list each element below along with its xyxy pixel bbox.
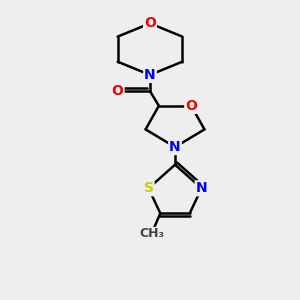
- Text: N: N: [196, 181, 207, 195]
- Text: O: O: [144, 16, 156, 30]
- Text: N: N: [169, 140, 181, 154]
- Text: O: O: [185, 99, 197, 113]
- Text: O: O: [112, 84, 124, 98]
- Text: S: S: [143, 181, 154, 195]
- Text: N: N: [144, 68, 156, 82]
- Text: CH₃: CH₃: [139, 227, 164, 240]
